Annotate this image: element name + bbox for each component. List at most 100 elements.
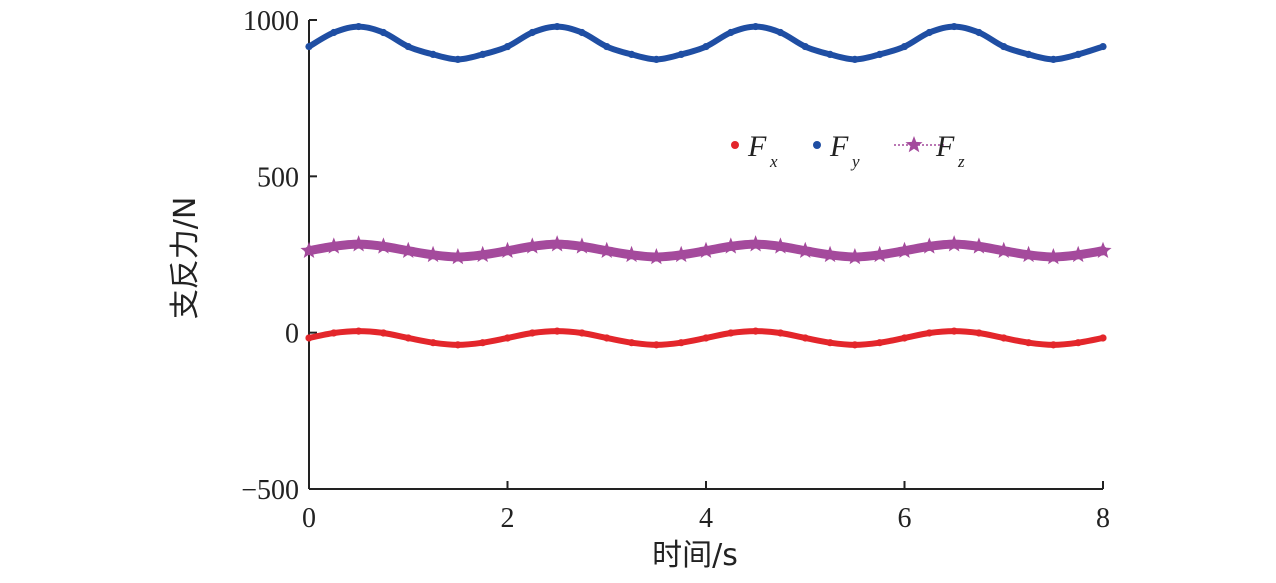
data-point xyxy=(647,248,665,265)
data-point xyxy=(523,237,541,254)
y-axis-title: 支反力/N xyxy=(168,197,203,320)
data-point xyxy=(995,241,1013,259)
data-point xyxy=(1099,42,1107,51)
legend-subscript: x xyxy=(769,152,778,171)
data-point xyxy=(474,245,492,263)
series-Fx xyxy=(305,327,1107,349)
data-point xyxy=(454,341,462,349)
data-point xyxy=(404,334,412,342)
legend-label: F xyxy=(935,130,955,163)
data-point xyxy=(727,329,735,337)
data-point xyxy=(404,42,412,51)
data-point xyxy=(603,42,611,51)
data-point xyxy=(1069,245,1087,263)
data-point xyxy=(379,28,388,37)
data-point xyxy=(429,339,437,347)
data-point xyxy=(449,248,467,265)
data-point xyxy=(429,50,437,58)
data-point xyxy=(871,245,889,263)
data-point xyxy=(399,241,417,259)
data-point xyxy=(945,235,963,252)
data-point xyxy=(826,339,834,347)
x-tick-label: 0 xyxy=(302,503,316,534)
data-point xyxy=(1024,50,1033,58)
data-point xyxy=(846,248,864,265)
x-tick-label: 4 xyxy=(699,503,713,534)
data-point xyxy=(652,55,660,63)
legend-subscript: y xyxy=(850,152,860,171)
data-point xyxy=(479,50,487,58)
data-point xyxy=(1020,245,1038,263)
data-point xyxy=(950,327,958,335)
x-tick-label: 8 xyxy=(1096,503,1110,534)
data-point xyxy=(677,339,685,347)
data-point xyxy=(578,28,586,37)
data-point xyxy=(970,237,988,254)
data-point xyxy=(876,339,884,347)
data-point xyxy=(801,334,809,342)
data-point xyxy=(305,334,313,342)
data-point xyxy=(1000,334,1008,342)
y-tick-label: −500 xyxy=(241,475,299,506)
data-point xyxy=(503,334,512,342)
data-point xyxy=(851,341,859,349)
legend-marker xyxy=(813,141,821,149)
data-point xyxy=(1074,339,1082,347)
data-point xyxy=(627,339,636,347)
data-point xyxy=(776,329,785,337)
legend-marker xyxy=(731,141,739,149)
data-point xyxy=(454,55,462,63)
data-point xyxy=(722,237,740,254)
legend-marker xyxy=(905,136,923,153)
data-point xyxy=(553,22,561,31)
data-point xyxy=(1024,339,1033,347)
series-Fz xyxy=(300,235,1112,265)
y-tick-label: 500 xyxy=(257,162,299,193)
data-point xyxy=(1044,248,1062,265)
data-point xyxy=(330,28,338,37)
data-point xyxy=(374,237,392,254)
data-point xyxy=(528,28,536,37)
data-point xyxy=(379,329,388,337)
data-point xyxy=(801,42,809,51)
x-tick-label: 2 xyxy=(501,503,515,534)
data-point xyxy=(895,241,914,259)
data-point xyxy=(503,42,512,51)
data-point xyxy=(796,241,814,259)
data-point xyxy=(1049,55,1057,63)
data-point xyxy=(702,42,710,51)
x-axis-title: 时间/s xyxy=(652,538,738,573)
data-point xyxy=(752,327,760,335)
data-point xyxy=(1000,42,1008,51)
y-tick-label: 1000 xyxy=(243,6,299,37)
data-point xyxy=(1094,241,1112,259)
data-point xyxy=(598,241,616,259)
data-point xyxy=(925,329,933,337)
data-point xyxy=(672,245,690,263)
x-tick-label: 6 xyxy=(898,503,912,534)
data-point xyxy=(776,28,785,37)
data-point xyxy=(920,237,938,254)
data-point xyxy=(652,341,660,349)
data-point xyxy=(424,245,442,263)
data-point xyxy=(330,329,338,337)
data-point xyxy=(355,327,363,335)
data-point xyxy=(821,245,839,263)
data-point xyxy=(623,245,641,263)
data-point xyxy=(300,241,318,259)
data-point xyxy=(1049,341,1057,349)
data-point xyxy=(1099,334,1107,342)
legend-subscript: z xyxy=(957,152,965,171)
data-point xyxy=(975,28,983,37)
data-point xyxy=(603,334,611,342)
data-point xyxy=(677,50,685,58)
data-point xyxy=(900,42,909,51)
data-point xyxy=(627,50,636,58)
data-point xyxy=(752,22,760,31)
data-point xyxy=(747,235,765,252)
